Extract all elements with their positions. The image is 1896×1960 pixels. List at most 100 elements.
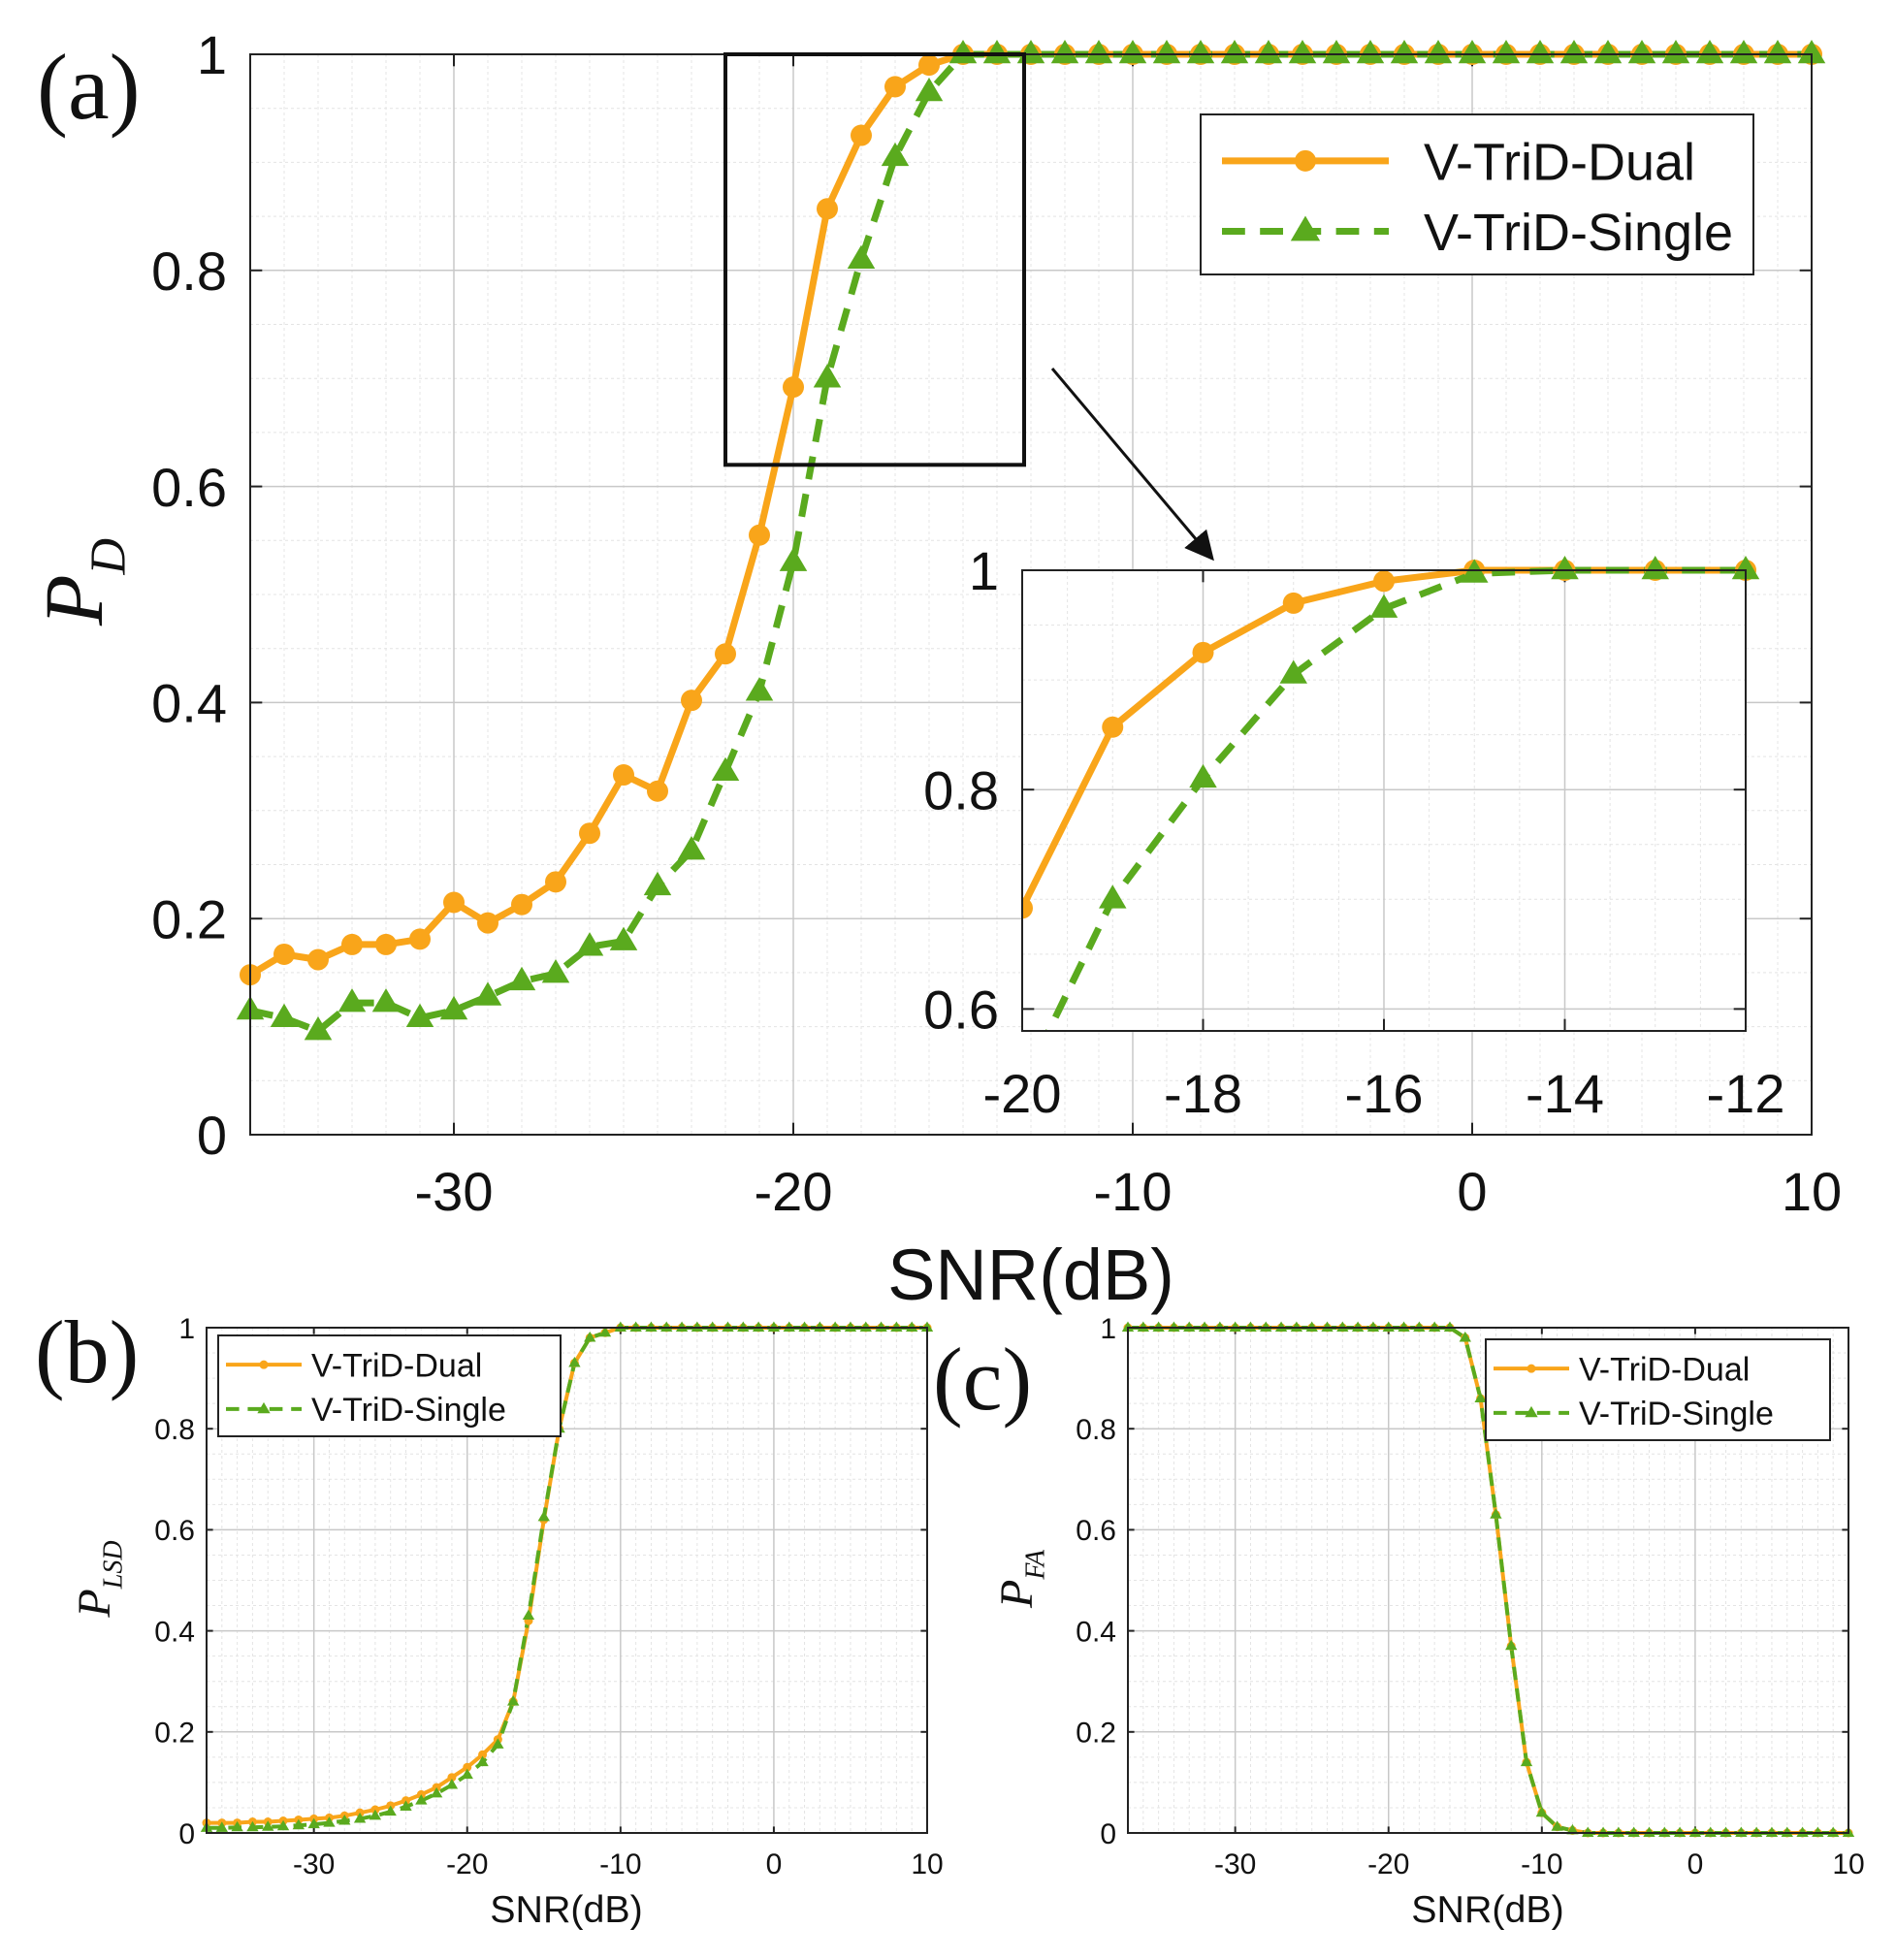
y-tick-label: 1 [178,1313,195,1345]
data-point-dual [1192,641,1214,663]
panel-label-b: (b) [35,1302,139,1401]
data-point-single [1321,1321,1334,1333]
axes-box [249,53,1813,1136]
axes-box [1021,569,1747,1032]
data-point-single [767,1321,781,1333]
y-axis-symbol: P [69,1589,120,1618]
data-point-single [1566,1823,1579,1835]
y-tick-label: 1 [1100,1313,1116,1345]
x-tick-label: -16 [1345,1063,1424,1124]
data-point-dual [545,871,566,893]
data-point-single [1627,40,1656,64]
data-point-single [1641,556,1669,580]
data-point-single [307,1817,320,1829]
data-point-single [614,1321,627,1333]
data-point-single [473,981,502,1006]
data-point-dual [613,764,634,787]
data-point-single [1596,1826,1610,1838]
data-point-single [1084,40,1113,64]
y-tick-label: 1 [197,24,227,85]
data-point-single [292,1818,305,1830]
data-point-dual [1373,570,1395,593]
data-point-dual [443,891,465,914]
legend-label-dual: V-TriD-Dual [1579,1351,1750,1388]
data-point-single [1390,40,1419,64]
data-point-single [1551,556,1579,580]
y-axis-label: PLSD [69,1540,129,1618]
data-point-single [1627,1826,1640,1838]
data-point-single [1459,1331,1471,1342]
data-point-dual [681,690,702,712]
data-point-single [1260,1321,1272,1333]
data-point-single [1424,40,1453,64]
x-tick-label: -30 [293,1848,335,1880]
data-point-dual [463,1762,472,1772]
x-tick-label: -10 [599,1848,641,1880]
x-tick-label: -12 [1707,1063,1785,1124]
legend-box [217,1334,562,1437]
data-point-single [645,1321,658,1333]
data-point-single [400,1800,412,1811]
data-point-single [1526,40,1555,64]
data-point-single [890,1321,903,1333]
x-axis-label: SNR(dB) [1411,1888,1563,1931]
data-point-dual [851,124,872,146]
data-point-single [1458,40,1487,64]
x-tick-label: -30 [1214,1848,1256,1880]
data-point-single [1366,1321,1380,1333]
data-point-single [405,1003,434,1027]
data-point-single [384,1805,397,1816]
data-point-single [445,1779,459,1789]
x-axis-label: SNR(dB) [490,1888,642,1931]
data-point-single [1183,1321,1196,1333]
data-point-single [691,1321,704,1333]
data-point-single [1559,40,1589,64]
data-point-single [1582,1826,1594,1838]
data-point-single [304,1016,333,1041]
data-point-single [906,1321,918,1333]
y-tick-label: 0.2 [1076,1718,1116,1750]
data-point-single [270,1003,299,1027]
data-point-single [323,1816,336,1827]
y-tick-label: 0.4 [154,1616,195,1648]
y-axis-subscript: FA [1021,1549,1051,1580]
data-point-single [1731,556,1760,580]
data-point-single [338,1814,351,1825]
data-point-single [1661,40,1690,64]
data-point-dual [273,943,295,965]
data-point-single [1551,1820,1563,1831]
legend-marker-single [257,1401,271,1414]
data-point-dual [1282,592,1304,614]
data-point-single [1520,1755,1533,1767]
legend-marker-dual [1295,149,1316,172]
y-axis-label: PFA [991,1549,1051,1609]
data-point-single [1220,40,1249,64]
data-point-single [643,871,672,896]
data-point-single [1305,1321,1318,1333]
data-point-single [859,1321,872,1333]
data-point-single [1322,40,1351,64]
data-point-single [1152,1321,1165,1333]
y-tick-label: 0.6 [154,1515,195,1547]
data-point-single [1735,1826,1748,1838]
data-point-single [522,1609,535,1620]
data-point-single [660,1321,673,1333]
y-tick-label: 1 [969,540,999,601]
data-point-single [537,1510,550,1522]
chart-panel-c: -30 -20 -10 0 10 0 0.2 0.4 0.6 0.8 1 SNR(dB) PFA V-Tr… [991,1313,1865,1931]
data-point-single [677,836,706,860]
data-point-single [598,1326,612,1337]
data-point-single [1428,1321,1441,1333]
data-point-dual [1022,897,1033,919]
legend-marker-single [1525,1405,1538,1418]
x-tick-label: -30 [415,1161,494,1222]
data-point-single [1474,1392,1487,1402]
y-tick-label: 0.6 [923,980,999,1041]
data-point-single [814,1321,826,1333]
data-point-single [1121,1321,1135,1333]
data-point-single [1765,1826,1779,1838]
legend-label-dual: V-TriD-Dual [311,1347,482,1384]
data-point-dual [341,933,363,955]
chart-panel-b: -30 -20 -10 0 10 0 0.2 0.4 0.6 0.8 1 SNR(dB) PLSD V-T… [69,1313,944,1931]
